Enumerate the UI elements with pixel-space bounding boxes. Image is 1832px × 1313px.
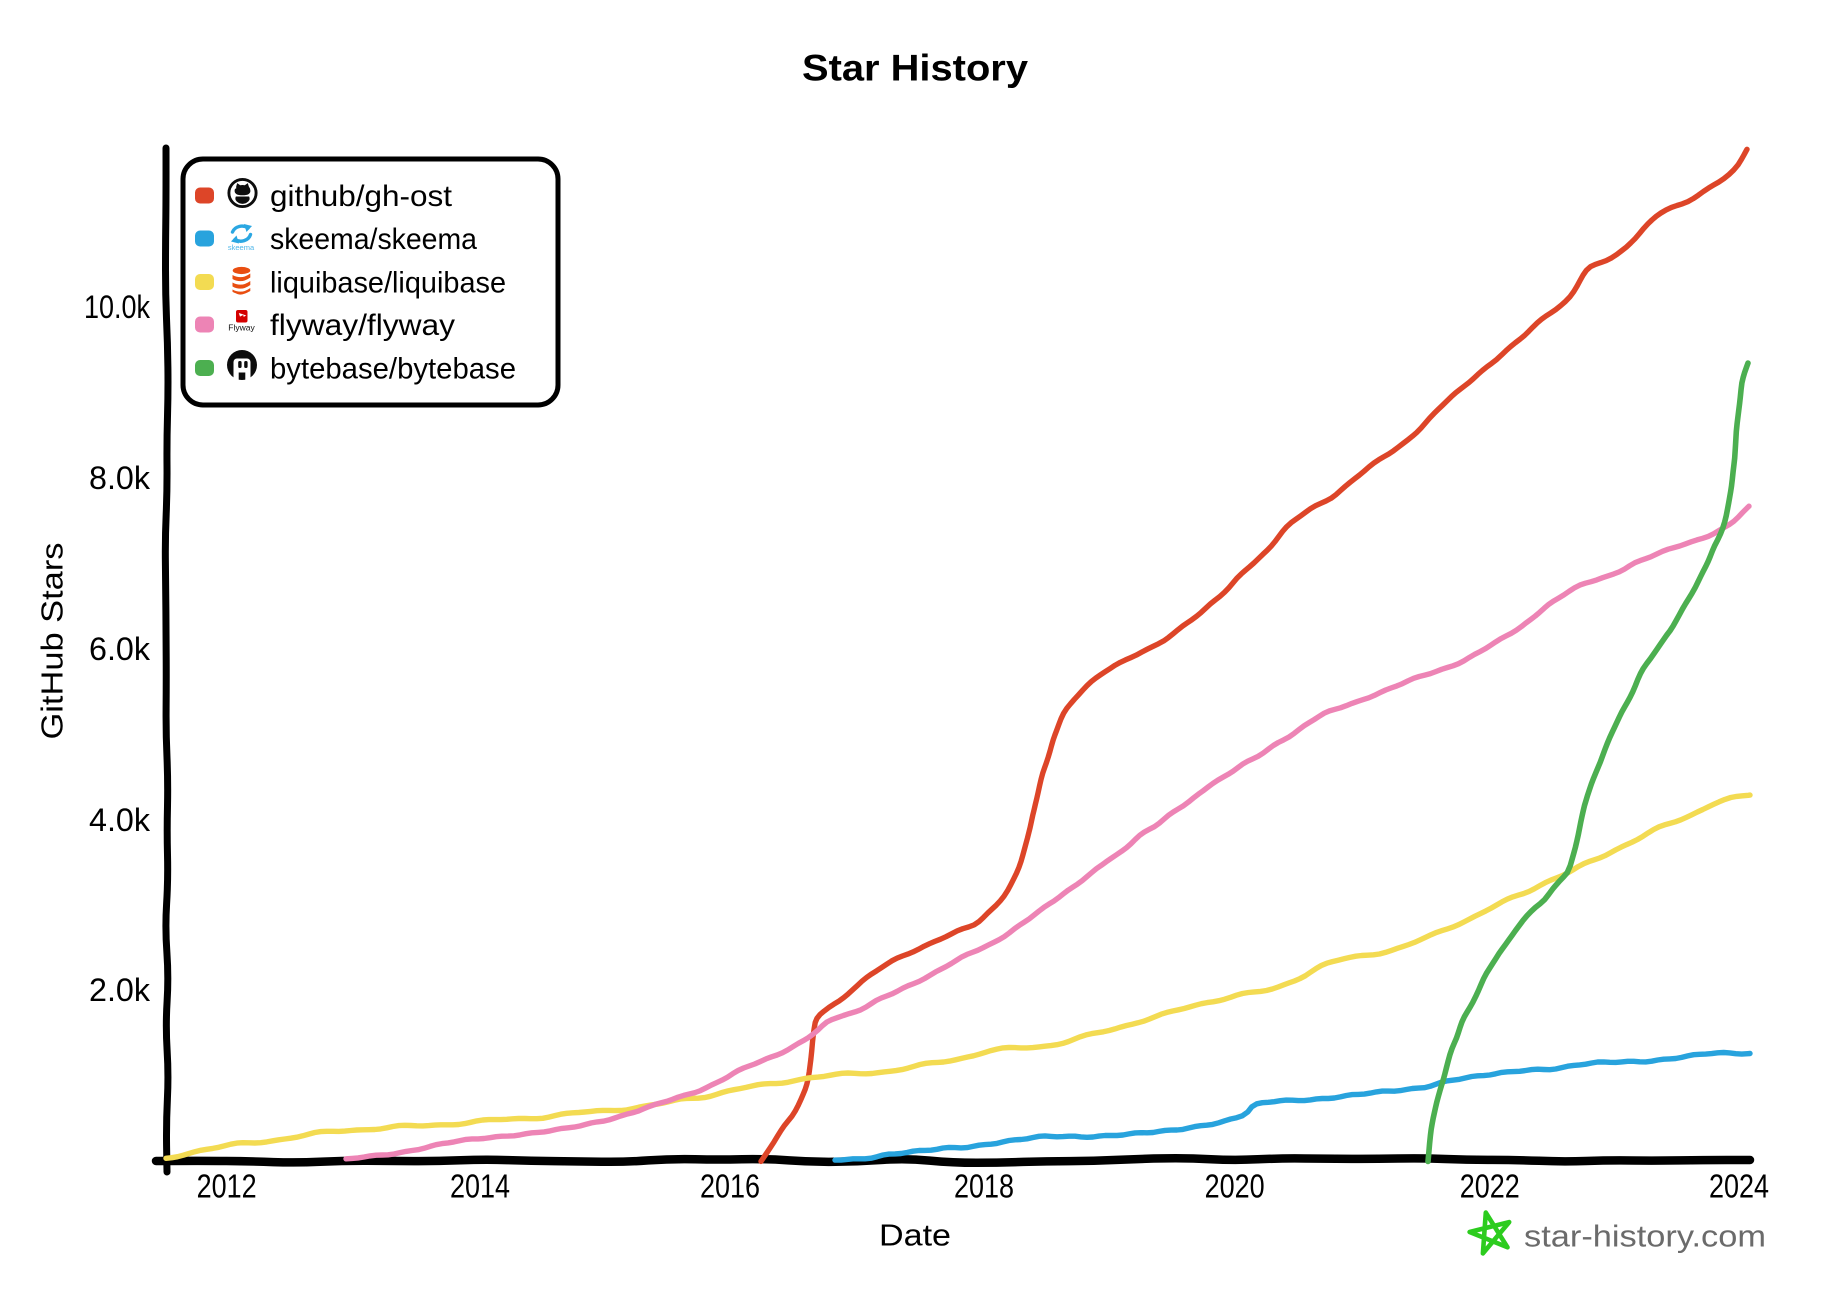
- svg-text:skeema: skeema: [228, 243, 255, 252]
- svg-text:skeema/skeema: skeema/skeema: [270, 223, 477, 256]
- svg-text:Star History: Star History: [802, 48, 1028, 89]
- svg-text:GitHub Stars: GitHub Stars: [35, 543, 70, 740]
- svg-text:star-history.com: star-history.com: [1524, 1219, 1766, 1254]
- svg-text:Flyway: Flyway: [228, 323, 255, 333]
- svg-text:2022: 2022: [1460, 1168, 1520, 1205]
- svg-text:6.0k: 6.0k: [89, 631, 151, 667]
- svg-text:2020: 2020: [1205, 1168, 1265, 1205]
- svg-text:8.0k: 8.0k: [89, 460, 151, 496]
- svg-text:Date: Date: [879, 1218, 951, 1253]
- svg-text:flyway/flyway: flyway/flyway: [270, 309, 455, 342]
- svg-text:2.0k: 2.0k: [89, 972, 151, 1008]
- svg-text:2012: 2012: [197, 1168, 257, 1205]
- svg-text:2024: 2024: [1709, 1168, 1769, 1205]
- svg-text:10.0k: 10.0k: [84, 289, 151, 325]
- svg-text:2018: 2018: [954, 1168, 1014, 1205]
- svg-text:github/gh-ost: github/gh-ost: [270, 180, 453, 213]
- svg-text:4.0k: 4.0k: [89, 802, 151, 838]
- svg-text:2014: 2014: [450, 1168, 510, 1205]
- svg-text:2016: 2016: [700, 1168, 760, 1205]
- svg-text:liquibase/liquibase: liquibase/liquibase: [270, 267, 506, 300]
- svg-text:bytebase/bytebase: bytebase/bytebase: [270, 353, 516, 386]
